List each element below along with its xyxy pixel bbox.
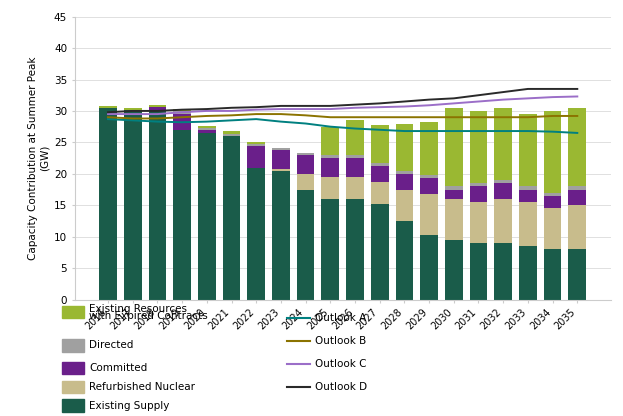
Bar — [346, 199, 364, 300]
Bar — [272, 169, 290, 171]
Bar — [247, 142, 265, 144]
Bar — [99, 108, 117, 300]
Bar — [445, 190, 463, 199]
Bar — [420, 175, 438, 178]
Y-axis label: Capacity Contribution at Summer Peak
(GW): Capacity Contribution at Summer Peak (GW… — [28, 56, 50, 260]
Bar — [297, 174, 315, 190]
Bar — [124, 108, 141, 110]
Bar — [247, 168, 265, 300]
Bar — [297, 190, 315, 300]
Bar — [222, 136, 240, 300]
Bar — [371, 166, 389, 182]
Bar — [544, 111, 561, 193]
Bar — [470, 202, 487, 243]
Bar — [544, 208, 561, 249]
Bar — [198, 133, 216, 300]
Bar — [470, 186, 487, 202]
Bar — [297, 153, 315, 155]
Text: Outlook A: Outlook A — [315, 313, 366, 323]
Bar — [494, 108, 512, 180]
Bar — [396, 171, 413, 174]
Bar — [420, 235, 438, 300]
Bar — [519, 114, 537, 186]
Bar — [568, 190, 586, 205]
Bar — [371, 182, 389, 204]
Text: Committed: Committed — [89, 363, 147, 373]
Bar — [470, 111, 487, 183]
Bar — [222, 131, 240, 134]
Bar — [519, 246, 537, 300]
Bar — [272, 171, 290, 300]
Text: Outlook D: Outlook D — [315, 382, 368, 392]
Bar — [173, 109, 191, 111]
Bar — [568, 249, 586, 300]
Bar — [173, 130, 191, 300]
Bar — [198, 126, 216, 128]
Bar — [420, 121, 438, 175]
Bar — [346, 155, 364, 158]
Bar — [148, 111, 166, 300]
Bar — [568, 186, 586, 190]
Text: Existing Supply: Existing Supply — [89, 401, 169, 411]
Bar — [396, 174, 413, 190]
Bar — [494, 183, 512, 199]
Bar — [470, 183, 487, 186]
Bar — [519, 190, 537, 202]
Bar — [321, 155, 339, 158]
Bar — [494, 243, 512, 300]
Bar — [371, 163, 389, 166]
Bar — [519, 202, 537, 246]
Bar — [99, 106, 117, 108]
Bar — [173, 111, 191, 114]
Bar — [568, 205, 586, 249]
Bar — [396, 124, 413, 171]
Bar — [346, 158, 364, 177]
Bar — [247, 144, 265, 146]
Bar — [124, 110, 141, 300]
Bar — [396, 190, 413, 221]
Bar — [198, 128, 216, 130]
Text: Directed: Directed — [89, 340, 133, 350]
Bar — [346, 177, 364, 199]
Bar — [148, 105, 166, 106]
Bar — [371, 125, 389, 163]
Bar — [445, 199, 463, 240]
Bar — [420, 178, 438, 194]
Bar — [544, 249, 561, 300]
Bar — [544, 196, 561, 208]
Bar — [519, 186, 537, 190]
Bar — [568, 108, 586, 186]
Bar — [445, 240, 463, 300]
Bar — [297, 155, 315, 174]
Bar — [173, 114, 191, 130]
Bar — [420, 194, 438, 235]
Text: Outlook B: Outlook B — [315, 336, 366, 346]
Bar — [494, 199, 512, 243]
Bar — [371, 204, 389, 300]
Bar — [494, 180, 512, 183]
Bar — [148, 106, 166, 111]
Bar — [198, 130, 216, 133]
Bar — [321, 177, 339, 199]
Bar — [445, 108, 463, 186]
Bar — [321, 126, 339, 155]
Bar — [346, 120, 364, 155]
Text: with Expired Contracts: with Expired Contracts — [89, 311, 208, 322]
Bar — [470, 243, 487, 300]
Text: Existing Resources: Existing Resources — [89, 304, 187, 314]
Text: Outlook C: Outlook C — [315, 359, 367, 369]
Bar — [247, 146, 265, 168]
Bar — [321, 158, 339, 177]
Bar — [272, 150, 290, 169]
Text: Refurbished Nuclear: Refurbished Nuclear — [89, 382, 195, 392]
Bar — [544, 193, 561, 196]
Bar — [445, 186, 463, 190]
Bar — [321, 199, 339, 300]
Bar — [396, 221, 413, 300]
Bar — [222, 134, 240, 136]
Bar — [272, 148, 290, 150]
